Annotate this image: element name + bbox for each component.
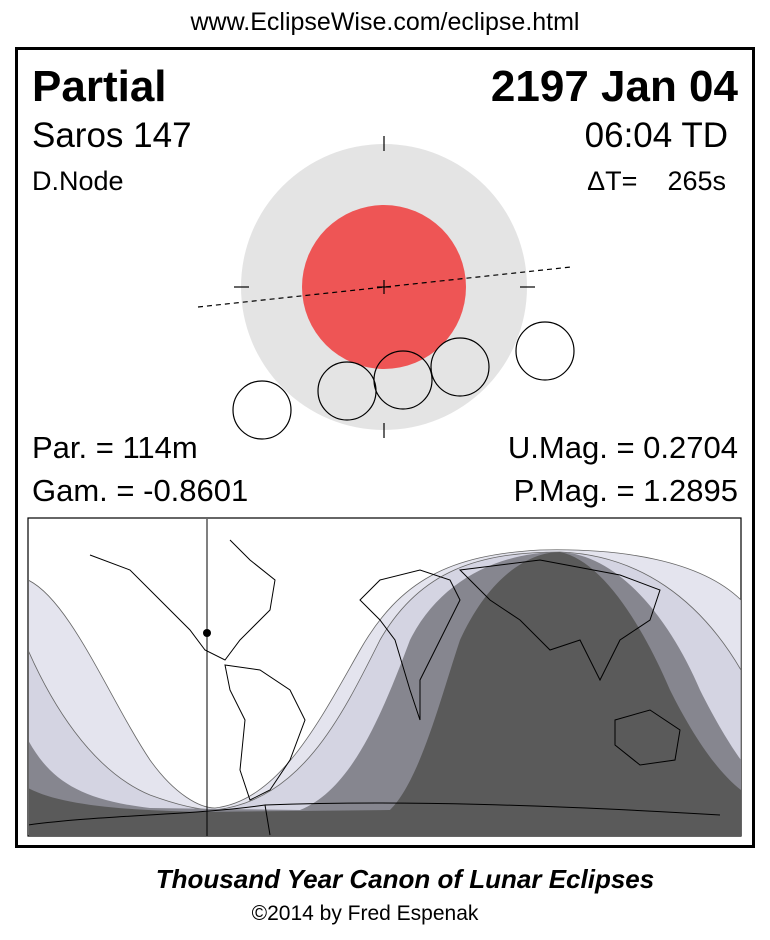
delta-t: ΔT= 265s: [587, 166, 726, 196]
canon-title: Thousand Year Canon of Lunar Eclipses: [155, 864, 655, 894]
node: D.Node: [32, 166, 124, 196]
eclipse-time: 06:04 TD: [584, 116, 728, 155]
penumbral-magnitude: P.Mag. = 1.2895: [513, 473, 738, 508]
moon-position-p1: [232, 380, 292, 440]
greatest-eclipse-point: [203, 629, 211, 637]
moon-position-max: [373, 350, 433, 410]
coastlines: [29, 539, 721, 836]
umbral-magnitude: U.Mag. = 0.2704: [507, 430, 738, 465]
gamma: Gam. = -0.8601: [32, 473, 249, 508]
shadow-diagram: [197, 136, 575, 440]
visibility-map: [27, 517, 742, 837]
saros-number: Saros 147: [32, 116, 192, 155]
copyright: ©2014 by Fred Espenak: [251, 902, 479, 925]
partial-duration: Par. = 114m: [32, 430, 198, 465]
moon-position-u4: [430, 337, 490, 397]
zone-total-visibility: [29, 552, 741, 836]
moon-position-p4: [515, 321, 575, 381]
eclipse-date: 2197 Jan 04: [490, 62, 738, 111]
source-url: www.EclipseWise.com/eclipse.html: [190, 8, 580, 36]
eclipse-type: Partial: [32, 62, 167, 111]
eclipse-figure-frame: [15, 47, 755, 848]
